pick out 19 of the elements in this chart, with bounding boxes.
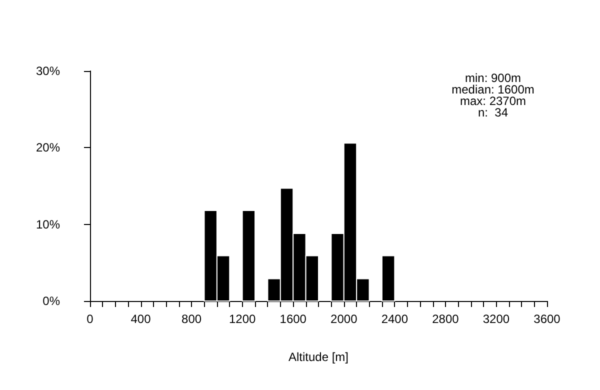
x-tick-label: 1600 (280, 312, 307, 326)
x-tick-label: 3600 (534, 312, 561, 326)
x-tick-label: 800 (182, 312, 202, 326)
x-tick-label: 2400 (381, 312, 408, 326)
x-tick-label: 0 (86, 312, 94, 326)
annotation: min: 900m (464, 71, 522, 85)
y-tick-label: 0% (42, 294, 60, 308)
y-tick-label: 30% (36, 64, 60, 78)
x-tick-label: 400 (130, 312, 152, 326)
annotation: max: 2370m (460, 94, 526, 108)
annotation: median: 1600m (452, 82, 534, 96)
x-tick-label: 3200 (482, 312, 510, 326)
x-axis-title: Altitude [m] (288, 350, 349, 364)
x-tick-label: 2000 (330, 312, 358, 326)
annotation: n: 34 (478, 106, 508, 120)
x-tick-label: 1200 (228, 312, 256, 326)
y-tick-label: 20% (36, 140, 60, 155)
x-tick-label: 2800 (432, 312, 460, 326)
y-tick-label: 10% (36, 217, 60, 232)
